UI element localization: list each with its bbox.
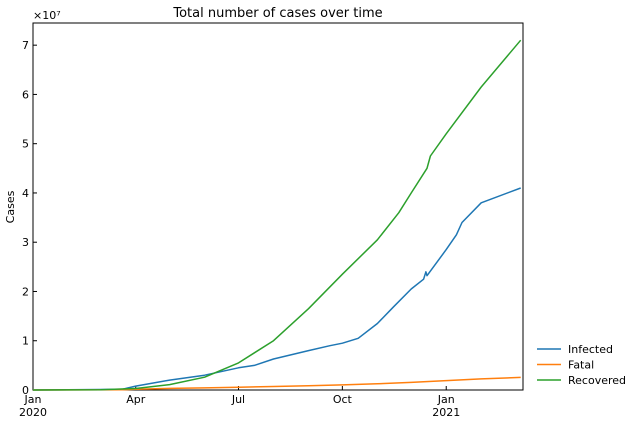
x-tick-sublabel: 2021 (432, 406, 460, 419)
y-tick-label: 2 (22, 285, 29, 298)
y-tick-label: 4 (22, 187, 29, 200)
x-tick-sublabel: 2020 (19, 406, 47, 419)
legend-label-infected: Infected (568, 343, 613, 356)
y-tick-label: 6 (22, 88, 29, 101)
x-tick-label: Jan (24, 393, 42, 406)
y-axis-label: Cases (4, 190, 17, 223)
y-axis-offset-label: ×10⁷ (33, 9, 61, 22)
series-line-recovered (32, 39, 522, 391)
x-tick-label: Apr (126, 393, 146, 406)
x-tick-label: Jan (437, 393, 455, 406)
x-tick-label: Oct (333, 393, 353, 406)
y-tick-label: 7 (22, 39, 29, 52)
y-tick-label: 0 (22, 384, 29, 397)
chart-title: Total number of cases over time (172, 6, 382, 21)
plot-frame (32, 22, 524, 391)
legend-label-recovered: Recovered (568, 374, 626, 387)
series-line-fatal (32, 376, 521, 391)
series-lines (32, 39, 522, 391)
y-tick-label: 5 (22, 138, 29, 151)
series-line-infected (32, 187, 521, 391)
y-tick-label: 3 (22, 236, 29, 249)
x-tick-label: Jul (231, 393, 245, 406)
y-tick-label: 1 (22, 335, 29, 348)
legend-label-fatal: Fatal (568, 359, 594, 372)
legend: Infected Fatal Recovered (537, 343, 626, 387)
